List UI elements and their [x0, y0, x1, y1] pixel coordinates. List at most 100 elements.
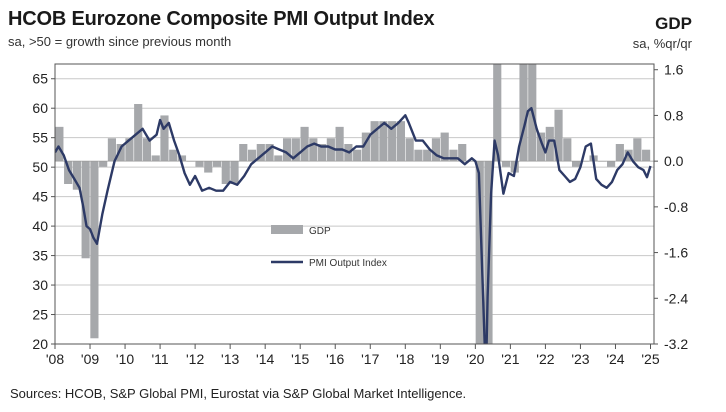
gdp-bar — [607, 161, 616, 167]
gdp-bar — [72, 161, 81, 190]
gdp-bar — [309, 138, 318, 162]
gdp-bar — [90, 161, 99, 339]
gdp-bar — [300, 126, 309, 162]
gdp-bar — [379, 121, 388, 162]
gdp-bar — [633, 138, 642, 162]
x-tick-label: '24 — [606, 351, 624, 367]
gdp-bar — [449, 149, 458, 162]
gdp-bar — [353, 149, 362, 162]
gdp-bar — [81, 161, 90, 259]
gdp-bar — [204, 161, 213, 173]
gdp-bar — [458, 144, 467, 162]
gdp-bar — [195, 161, 204, 167]
right-tick-label: -0.8 — [664, 199, 688, 215]
x-tick-label: '19 — [431, 351, 449, 367]
x-tick-label: '25 — [641, 351, 659, 367]
gdp-bar — [256, 144, 265, 162]
left-tick-label: 65 — [32, 71, 48, 87]
gdp-bar — [370, 121, 379, 162]
gdp-bar — [423, 149, 432, 162]
gdp-bar — [431, 138, 441, 162]
chart-title: HCOB Eurozone Composite PMI Output Index — [8, 8, 435, 30]
gdp-bar — [414, 149, 423, 162]
gdp-bar — [64, 161, 73, 184]
left-tick-label: 40 — [32, 218, 48, 234]
gdp-bar — [107, 138, 116, 162]
x-tick-label: '11 — [151, 351, 168, 367]
gdp-bar — [563, 138, 572, 162]
right-axis-title: GDP — [655, 14, 692, 33]
x-tick-label: '10 — [116, 351, 134, 367]
gdp-bar — [265, 144, 274, 162]
gdp-bar — [396, 121, 405, 162]
axes: 20 25 30 35 40 45 50 55 60 65 -3.2 -2.4 -1.6 -0.8 0.0 0… — [32, 62, 688, 367]
gdp-bar — [501, 161, 511, 167]
x-tick-label: '16 — [326, 351, 344, 367]
plot-frame — [54, 63, 655, 345]
gdp-bar — [440, 132, 449, 162]
gdp-bar — [221, 161, 230, 184]
gdp-bar — [388, 121, 397, 162]
left-tick-label: 25 — [32, 307, 48, 323]
legend-gdp-swatch — [271, 225, 303, 234]
gdp-bar — [361, 132, 370, 162]
right-tick-label: 0.0 — [664, 153, 684, 169]
gdp-bar — [475, 161, 484, 344]
pmi-line — [55, 106, 652, 344]
x-tick-label: '18 — [396, 351, 414, 367]
gdp-bar — [160, 115, 169, 162]
gdp-bar — [55, 126, 64, 162]
left-tick-label: 30 — [32, 277, 48, 293]
left-tick-label: 50 — [32, 159, 48, 175]
gdp-bar — [282, 138, 292, 162]
right-tick-label: 1.6 — [664, 62, 684, 78]
gdp-bar — [99, 161, 108, 167]
gdp-bar — [169, 149, 178, 162]
gdp-bars — [55, 64, 651, 344]
gdp-bar — [405, 138, 414, 162]
x-tick-label: '23 — [571, 351, 589, 367]
gdp-bar — [142, 138, 152, 162]
x-tick-label: '17 — [361, 351, 379, 367]
gdp-bar — [212, 161, 222, 167]
gdp-bar — [536, 132, 546, 162]
pmi-line-layer — [55, 106, 652, 344]
gdp-bar — [545, 126, 554, 162]
left-tick-label: 55 — [32, 130, 48, 146]
left-tick-label: 35 — [32, 248, 48, 264]
legend-gdp-label: GDP — [309, 226, 331, 237]
x-tick-label: '22 — [536, 351, 554, 367]
right-tick-label: -3.2 — [664, 336, 688, 352]
gdp-bar — [239, 144, 248, 162]
gdp-bar — [151, 155, 160, 162]
gdp-bar — [177, 155, 187, 162]
x-tick-label: '13 — [221, 351, 239, 367]
legend: GDP PMI Output Index — [271, 225, 387, 269]
gdp-bar — [326, 138, 335, 162]
x-tick-label: '09 — [81, 351, 99, 367]
gdp-bar — [230, 161, 239, 184]
chart-subtitle: sa, >50 = growth since previous month — [8, 34, 232, 49]
gdp-bar — [554, 109, 563, 162]
gdp-bar — [116, 144, 125, 162]
right-tick-label: -2.4 — [664, 290, 688, 306]
legend-pmi-label: PMI Output Index — [309, 258, 387, 269]
gdp-bar — [519, 64, 528, 162]
left-tick-label: 45 — [32, 189, 48, 205]
gridlines — [55, 78, 654, 316]
gdp-bar — [615, 144, 624, 162]
gdp-bar — [335, 126, 344, 162]
x-tick-label: '08 — [46, 351, 64, 367]
gdp-bar — [247, 149, 257, 162]
left-tick-label: 60 — [32, 100, 48, 116]
right-axis-subtitle: sa, %qr/qr — [632, 36, 692, 51]
x-tick-label: '12 — [186, 351, 204, 367]
x-tick-label: '14 — [256, 351, 274, 367]
left-tick-label: 20 — [32, 336, 48, 352]
right-tick-label: 0.8 — [664, 107, 684, 123]
gdp-bar — [125, 138, 134, 162]
gdp-bar — [274, 155, 283, 162]
gdp-bar — [493, 64, 502, 162]
gdp-bar — [642, 149, 651, 162]
